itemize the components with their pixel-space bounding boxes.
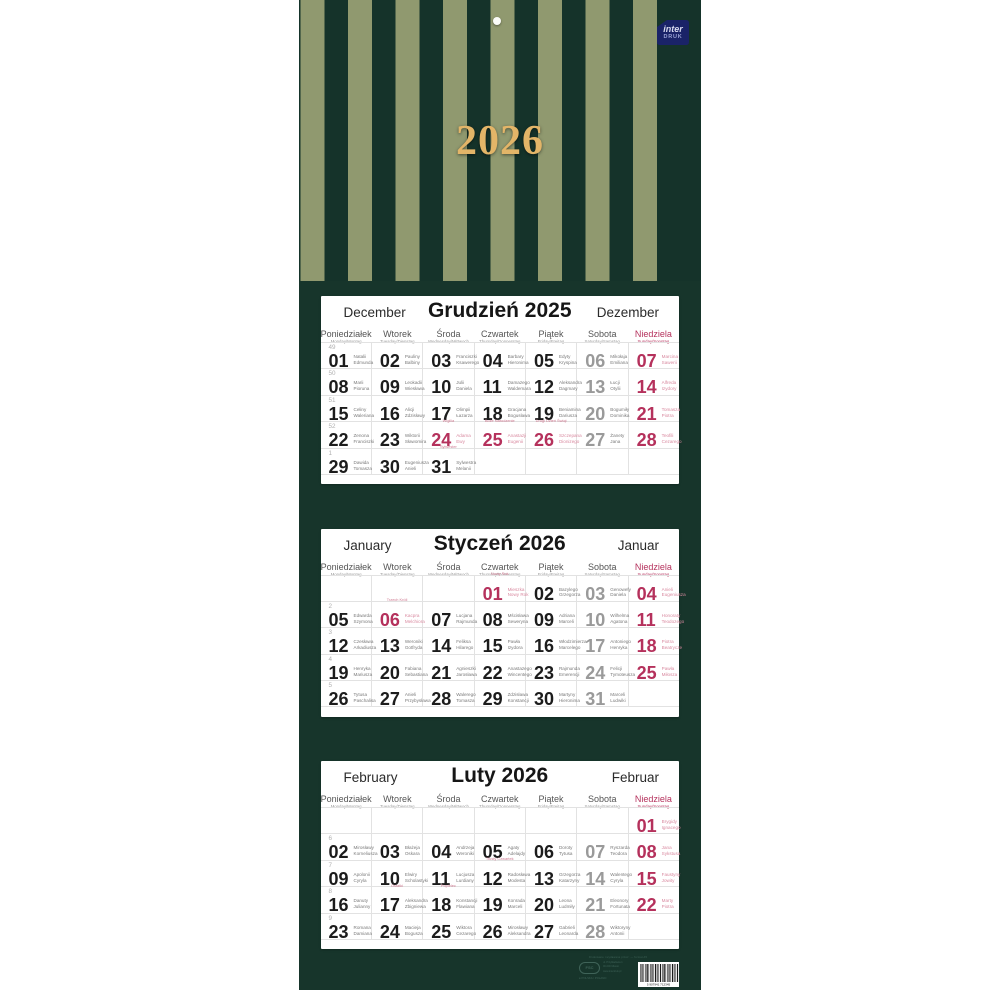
svg-text:5 907941 712345: 5 907941 712345 xyxy=(647,983,671,987)
